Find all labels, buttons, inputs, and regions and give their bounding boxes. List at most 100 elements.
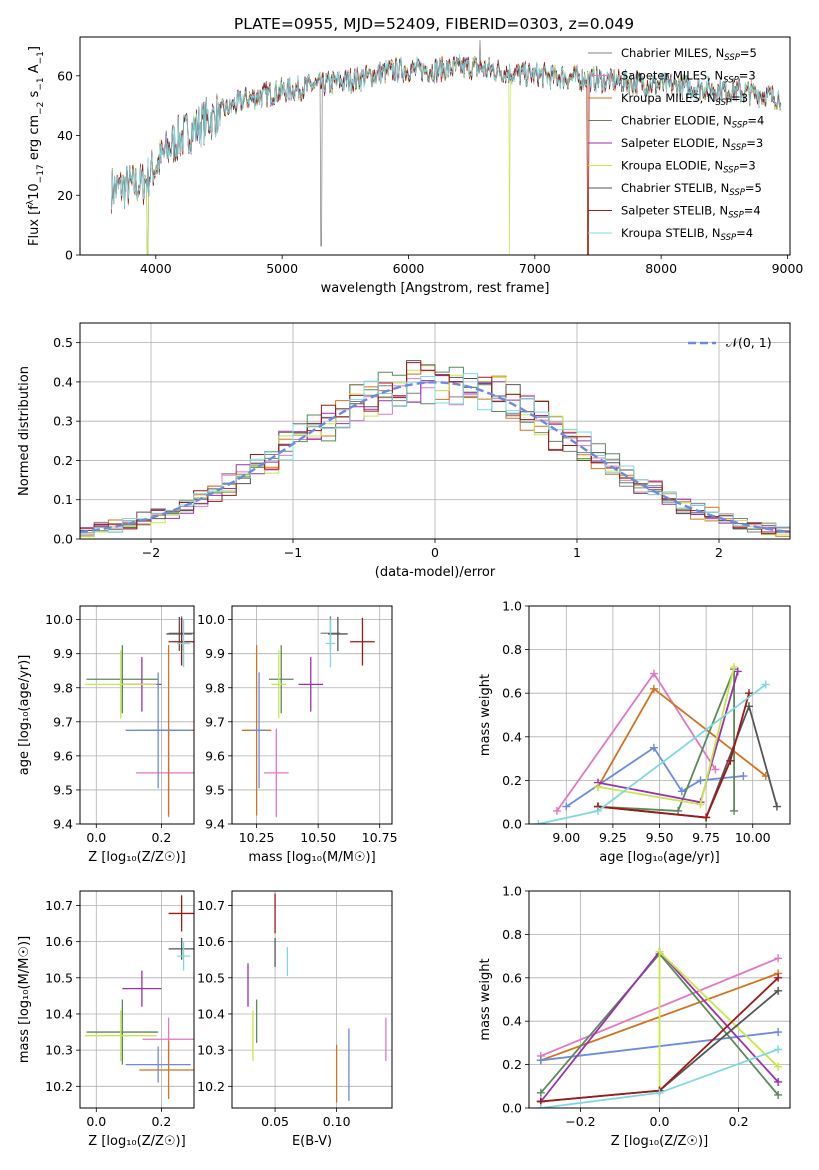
y-tick-label: 9.6 — [53, 748, 73, 763]
weight-marker — [739, 772, 748, 781]
legend-label-name: Chabrier STELIB, N — [621, 181, 729, 195]
y-axis-label-part: −17 — [36, 164, 46, 183]
x-tick-label: 1 — [573, 545, 581, 560]
errorbars — [241, 616, 375, 818]
y-axis-label-part: −2 — [36, 102, 46, 115]
axes-frame — [79, 890, 195, 1109]
y-tick-label: 0.8 — [502, 927, 522, 942]
errorbar-point — [86, 645, 159, 714]
legend-label-n: =3 — [731, 91, 748, 105]
weight-marker — [774, 1062, 783, 1071]
x-axis-label: Z [log₁₀(Z/Z☉)] — [88, 1134, 185, 1149]
weight-marker — [774, 954, 783, 963]
age-vs-metallicity-panel: 0.0 0.2 9.4 9.5 9.6 9.7 9.8 9.9 10.0 Z [log₁₀(Z/Z… — [17, 605, 195, 865]
mass-vs-ebv-panel: 0.05 0.10 10.2 10.3 10.4 10.5 10.6 10.7 E(B-V) — [197, 890, 393, 1149]
weight-marker — [774, 1090, 783, 1099]
weight-series — [593, 663, 739, 809]
y-axis-label-part: 10 — [27, 183, 42, 200]
y-tick-label: 0.4 — [502, 729, 522, 744]
weight-marker — [730, 806, 739, 815]
x-axis-label: mass [log₁₀(M/M☉)] — [248, 850, 375, 865]
weight-marker — [562, 802, 571, 811]
errorbars — [247, 893, 387, 1103]
residual-histogram-panel: −2 −1 0 1 2 0.0 0.1 0.2 0.3 0.4 0.5 (data-model)/er… — [17, 322, 791, 580]
legend-label: Salpeter STELIB, NSSP=4 — [621, 204, 761, 221]
errorbar-point — [271, 650, 287, 719]
weight-marker — [774, 1077, 783, 1086]
y-axis-label: age [log₁₀(age/yr)] — [17, 655, 32, 776]
weight-marker — [702, 813, 711, 822]
y-tick-label: 10.4 — [197, 1006, 225, 1021]
y-tick-label: 0.2 — [53, 453, 73, 468]
legend-label-sub: SSP — [731, 143, 747, 153]
legend-label-name: Chabrier ELODIE, N — [621, 114, 732, 128]
weight-marker — [536, 1104, 545, 1108]
errorbar-point — [177, 619, 191, 668]
legend-label: Salpeter ELODIE, NSSP=3 — [621, 136, 763, 153]
y-tick-label: 0.6 — [502, 686, 522, 701]
spectrum-line — [111, 54, 782, 210]
errorbar-point — [264, 728, 289, 818]
weight-series — [655, 947, 783, 1097]
weight-series — [593, 689, 753, 822]
legend-label-n: =3 — [739, 69, 756, 83]
y-tick-label: 10.7 — [45, 898, 73, 913]
errorbar-point — [139, 1041, 194, 1099]
y-tick-label: 0.0 — [53, 532, 73, 547]
weight-marker — [774, 986, 783, 995]
weight-lines — [536, 947, 783, 1108]
x-tick-label: 6000 — [393, 261, 425, 276]
x-tick-label: 2 — [715, 545, 723, 560]
x-tick-label: −2 — [142, 545, 160, 560]
axes-frame — [79, 605, 195, 825]
weight-series — [534, 680, 770, 824]
y-axis-label-part: −1 — [36, 77, 46, 90]
x-tick-label: 0 — [431, 545, 439, 560]
errorbars — [84, 895, 194, 1099]
weight-marker — [744, 702, 753, 711]
y-tick-label: 9.9 — [53, 646, 73, 661]
x-tick-label: 0.05 — [261, 1114, 289, 1129]
y-tick-label: 10.5 — [197, 970, 225, 985]
y-tick-label: 9.4 — [205, 817, 225, 832]
errorbar-point — [122, 970, 162, 1007]
legend-label-n: =5 — [745, 181, 762, 195]
x-tick-label: 0.2 — [729, 1114, 749, 1129]
weight-marker — [536, 1056, 545, 1065]
errorbar-point — [125, 672, 191, 789]
weight-marker — [696, 776, 705, 785]
legend-label: Chabrier STELIB, NSSP=5 — [621, 181, 762, 198]
weight-marker — [696, 800, 705, 809]
x-tick-label: 9000 — [772, 261, 804, 276]
x-tick-label: 4000 — [140, 261, 172, 276]
x-tick-label: 0.0 — [86, 1114, 106, 1129]
legend-label: Salpeter MILES, NSSP=3 — [621, 69, 756, 86]
legend-label: Kroupa STELIB, NSSP=4 — [621, 226, 753, 243]
y-tick-label: 9.7 — [53, 714, 73, 729]
legend-label: Kroupa ELODIE, NSSP=3 — [621, 159, 756, 176]
weight-line — [597, 692, 750, 819]
weight-marker — [744, 689, 753, 698]
x-axis-label: E(B-V) — [292, 1134, 332, 1149]
errorbar-point — [177, 941, 191, 971]
y-tick-label: 9.7 — [205, 714, 225, 729]
y-tick-label: 10.0 — [197, 612, 225, 627]
y-tick-label: 60 — [57, 68, 73, 83]
y-tick-label: 10.4 — [45, 1006, 73, 1021]
axes-frame — [231, 605, 393, 825]
weight-marker — [534, 820, 543, 824]
y-tick-label: 10.2 — [45, 1079, 73, 1094]
x-tick-label: 0.2 — [151, 830, 171, 845]
weight-line — [597, 668, 735, 812]
y-tick-label: 0.5 — [53, 335, 73, 350]
legend-label-n: =4 — [744, 204, 761, 218]
legend-label-name: Salpeter ELODIE, N — [621, 136, 731, 150]
x-tick-label: 0.0 — [650, 1114, 670, 1129]
weight-lines — [534, 663, 781, 824]
weight-series — [536, 1045, 783, 1108]
weight-marker — [674, 806, 683, 815]
legend-label-sub: SSP — [724, 53, 740, 63]
legend-label: 𝒩(0, 1) — [726, 335, 772, 350]
y-axis-label-part: Flux [f — [27, 205, 42, 246]
y-axis-label-part: s — [27, 90, 42, 101]
